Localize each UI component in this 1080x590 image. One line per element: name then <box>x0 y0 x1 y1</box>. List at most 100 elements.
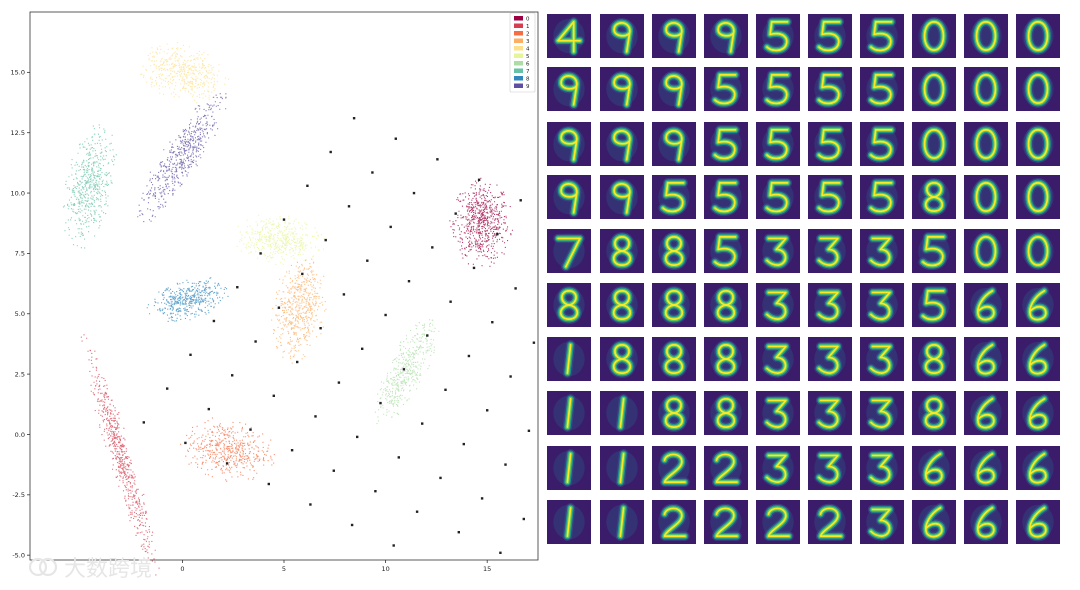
digit-stroke-core <box>1028 343 1047 375</box>
digit-tile <box>756 391 800 435</box>
digit-image <box>756 175 800 219</box>
legend-swatch-7 <box>514 68 523 73</box>
digit-tile <box>547 337 591 381</box>
sample-marker <box>272 394 275 397</box>
digit-image <box>964 391 1008 435</box>
digit-stroke-core <box>923 20 945 52</box>
digit-image <box>756 283 800 327</box>
digit-image <box>860 283 904 327</box>
digit-tile <box>964 175 1008 219</box>
digit-stroke-core <box>664 397 684 429</box>
legend-swatch-4 <box>514 46 523 51</box>
sample-marker <box>342 293 346 296</box>
digit-image <box>964 14 1008 58</box>
digit-image <box>547 446 591 490</box>
sample-marker <box>231 374 234 377</box>
digit-tile <box>756 67 800 111</box>
digit-tile <box>547 391 591 435</box>
sample-marker <box>332 469 335 472</box>
digit-image <box>547 500 591 544</box>
digit-tile <box>547 283 591 327</box>
digit-image <box>756 500 800 544</box>
digit-tile <box>756 175 800 219</box>
digit-tile <box>860 446 904 490</box>
digit-stroke-core <box>976 397 995 429</box>
digit-stroke-core <box>1027 235 1049 267</box>
legend-label-8: 8 <box>526 77 530 83</box>
digit-image <box>704 283 748 327</box>
sample-marker <box>259 252 262 255</box>
digit-image <box>756 67 800 111</box>
y-tick-label: 0.0 <box>15 431 25 439</box>
digit-stroke-core <box>766 291 787 321</box>
digit-tile <box>652 122 696 166</box>
sample-marker <box>290 449 294 452</box>
digit-stroke-core <box>818 237 839 267</box>
digit-stroke-core <box>663 453 686 484</box>
legend-swatch-2 <box>514 31 523 36</box>
digit-stroke-core <box>819 507 842 538</box>
digit-stroke-core <box>870 20 893 52</box>
digit-image <box>860 337 904 381</box>
digit-tile <box>808 337 852 381</box>
digit-tile <box>1016 67 1060 111</box>
legend-swatch-3 <box>514 38 523 43</box>
digit-image <box>547 122 591 166</box>
digit-stroke-core <box>612 235 632 267</box>
sample-marker <box>350 523 354 527</box>
sample-marker <box>254 340 257 343</box>
digit-stroke-core <box>716 397 736 429</box>
digit-image <box>860 391 904 435</box>
digit-image <box>652 122 696 166</box>
digit-tile <box>652 500 696 544</box>
sample-marker <box>527 429 531 432</box>
digit-stroke-core <box>1028 397 1047 429</box>
digit-tile <box>912 14 956 58</box>
digit-image <box>600 283 644 327</box>
digit-stroke-core <box>1027 128 1049 160</box>
digit-stroke-core <box>1027 20 1049 52</box>
digit-stroke-core <box>560 182 578 214</box>
digit-stroke-core <box>818 73 841 105</box>
digit-stroke-core <box>665 129 683 161</box>
digit-tile <box>860 14 904 58</box>
digit-image <box>652 446 696 490</box>
digit-tile <box>547 67 591 111</box>
digit-stroke-core <box>664 235 684 267</box>
scatter-series-8 <box>146 277 229 322</box>
digit-stroke-core <box>560 129 578 161</box>
digit-tile <box>808 446 852 490</box>
digit-image <box>756 391 800 435</box>
digit-tile <box>808 122 852 166</box>
digit-image <box>600 446 644 490</box>
digit-image <box>652 500 696 544</box>
digit-image <box>964 229 1008 273</box>
digit-tile <box>860 229 904 273</box>
digit-stroke-core <box>870 73 893 105</box>
digit-image <box>912 229 956 273</box>
digit-tile <box>860 500 904 544</box>
digit-image <box>808 175 852 219</box>
digit-stroke-core <box>923 73 945 105</box>
sample-marker <box>402 368 406 371</box>
digit-stroke-core <box>557 20 581 53</box>
digit-image <box>704 500 748 544</box>
digit-stroke-core <box>714 181 737 213</box>
digit-tile <box>1016 14 1060 58</box>
digit-tile <box>964 122 1008 166</box>
digit-stroke-core <box>975 73 997 105</box>
plot-frame <box>29 11 539 561</box>
sample-marker <box>379 401 382 405</box>
digit-stroke-core <box>924 452 943 484</box>
digit-stroke-core <box>619 506 625 538</box>
digit-tile <box>600 67 644 111</box>
digit-tile <box>652 175 696 219</box>
digit-tile <box>964 229 1008 273</box>
sample-marker <box>309 503 312 506</box>
digit-image <box>808 446 852 490</box>
legend-label-9: 9 <box>526 84 530 90</box>
sample-marker <box>347 205 351 208</box>
sample-marker <box>436 158 439 161</box>
scatter-svg: 0 5 10 15-5.0-2.50.02.55.07.510.012.515.001… <box>11 11 539 576</box>
y-tick-label: 2.5 <box>15 370 25 378</box>
